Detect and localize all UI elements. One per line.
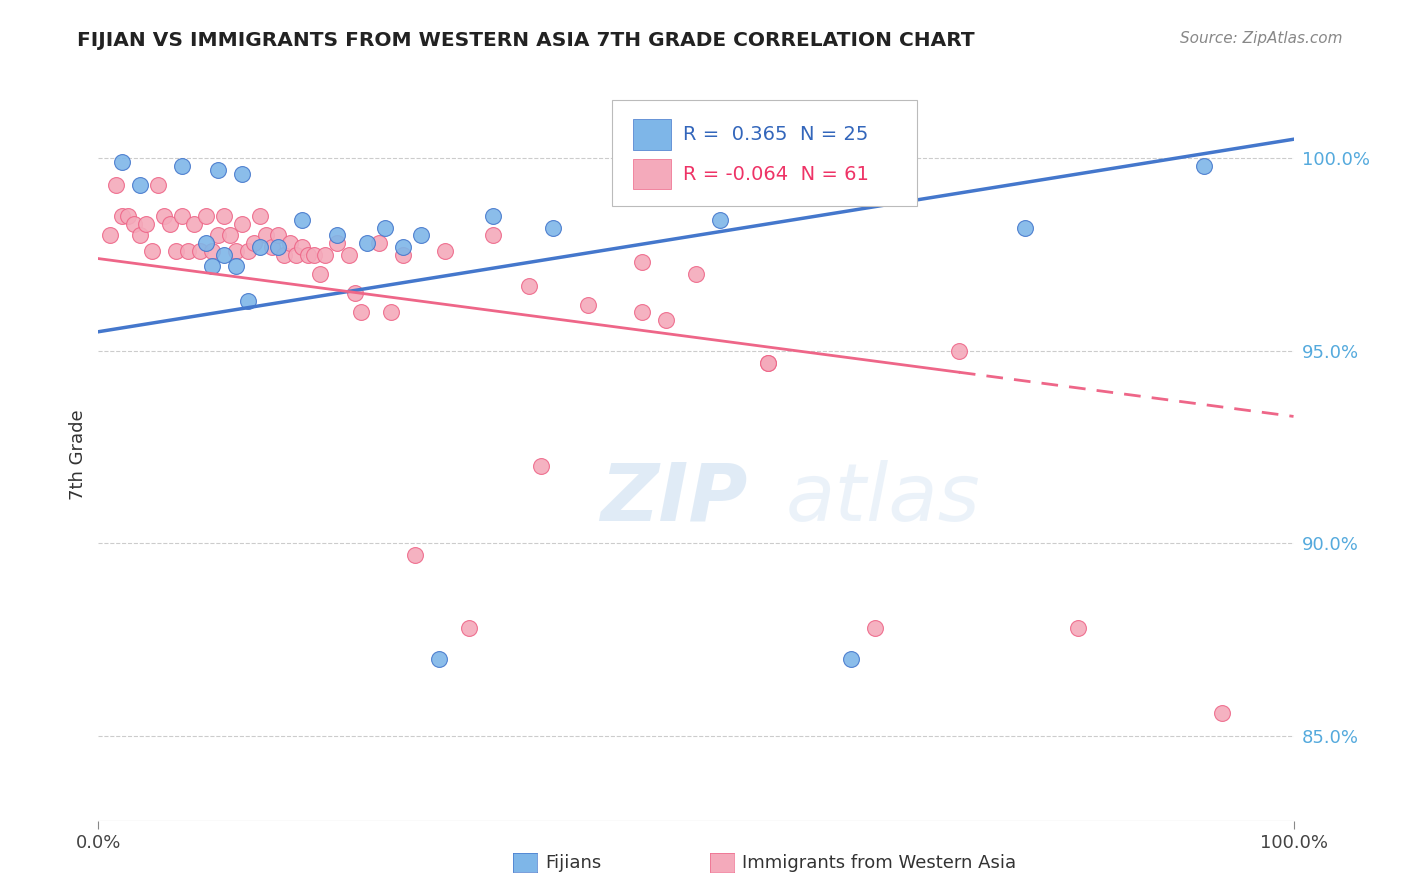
- Point: [427, 652, 450, 666]
- Point: [195, 236, 218, 251]
- Point: [236, 293, 259, 308]
- Point: [111, 155, 134, 169]
- Point: [153, 209, 176, 223]
- Point: [865, 621, 887, 635]
- Point: [273, 248, 295, 262]
- Point: [530, 459, 553, 474]
- Point: [404, 548, 426, 562]
- Point: [129, 228, 152, 243]
- FancyBboxPatch shape: [633, 159, 671, 189]
- Point: [368, 236, 391, 251]
- Point: [326, 228, 349, 243]
- Point: [541, 220, 564, 235]
- Point: [225, 260, 247, 274]
- FancyBboxPatch shape: [613, 100, 917, 206]
- Point: [172, 209, 194, 223]
- Point: [344, 286, 367, 301]
- Point: [308, 267, 330, 281]
- Point: [236, 244, 259, 258]
- Point: [315, 248, 337, 262]
- Point: [278, 236, 301, 251]
- Point: [655, 313, 678, 327]
- Point: [392, 248, 415, 262]
- Text: ZIP: ZIP: [600, 459, 748, 538]
- Point: [243, 236, 266, 251]
- Point: [392, 240, 415, 254]
- Point: [1067, 621, 1090, 635]
- Point: [212, 209, 235, 223]
- Point: [231, 217, 253, 231]
- Point: [183, 217, 205, 231]
- Point: [350, 305, 373, 319]
- Point: [172, 159, 194, 173]
- Point: [434, 244, 457, 258]
- Point: [98, 228, 122, 243]
- Point: [231, 167, 253, 181]
- Point: [165, 244, 187, 258]
- Point: [141, 244, 163, 258]
- Point: [124, 217, 146, 231]
- Point: [291, 240, 314, 254]
- Point: [249, 209, 271, 223]
- Point: [177, 244, 200, 258]
- Point: [302, 248, 325, 262]
- Point: [201, 244, 224, 258]
- Point: [260, 240, 283, 254]
- Point: [948, 343, 970, 358]
- Point: [225, 244, 247, 258]
- Point: [148, 178, 170, 193]
- Point: [458, 621, 481, 635]
- Text: R = -0.064  N = 61: R = -0.064 N = 61: [683, 164, 869, 184]
- Point: [195, 209, 218, 223]
- Point: [756, 355, 779, 369]
- Point: [207, 163, 229, 178]
- Point: [578, 298, 600, 312]
- Point: [267, 240, 290, 254]
- Point: [291, 213, 314, 227]
- Point: [212, 248, 235, 262]
- Point: [709, 213, 731, 227]
- Point: [135, 217, 157, 231]
- Point: [201, 260, 224, 274]
- FancyBboxPatch shape: [633, 120, 671, 150]
- Point: [841, 652, 863, 666]
- Point: [129, 178, 152, 193]
- Point: [339, 248, 361, 262]
- Point: [159, 217, 181, 231]
- Point: [207, 228, 229, 243]
- Point: [297, 248, 319, 262]
- Point: [481, 228, 505, 243]
- Text: Source: ZipAtlas.com: Source: ZipAtlas.com: [1180, 31, 1343, 46]
- Text: Fijians: Fijians: [546, 854, 602, 871]
- Y-axis label: 7th Grade: 7th Grade: [69, 409, 87, 500]
- Point: [1211, 706, 1233, 720]
- Point: [517, 278, 540, 293]
- Point: [411, 228, 433, 243]
- Point: [188, 244, 211, 258]
- Point: [1014, 220, 1036, 235]
- Point: [631, 255, 654, 269]
- Point: [111, 209, 134, 223]
- Point: [249, 240, 271, 254]
- Point: [117, 209, 139, 223]
- Point: [254, 228, 277, 243]
- Text: atlas: atlas: [786, 459, 980, 538]
- Point: [219, 228, 242, 243]
- Point: [631, 305, 654, 319]
- Point: [356, 236, 378, 251]
- Point: [267, 228, 290, 243]
- Point: [374, 220, 396, 235]
- Point: [284, 248, 307, 262]
- Text: Immigrants from Western Asia: Immigrants from Western Asia: [742, 854, 1017, 871]
- Point: [756, 355, 779, 369]
- Point: [1192, 159, 1215, 173]
- Point: [326, 236, 349, 251]
- Point: [481, 209, 505, 223]
- Text: FIJIAN VS IMMIGRANTS FROM WESTERN ASIA 7TH GRADE CORRELATION CHART: FIJIAN VS IMMIGRANTS FROM WESTERN ASIA 7…: [77, 31, 974, 50]
- Point: [685, 267, 707, 281]
- Text: R =  0.365  N = 25: R = 0.365 N = 25: [683, 125, 868, 144]
- Point: [380, 305, 402, 319]
- Point: [105, 178, 128, 193]
